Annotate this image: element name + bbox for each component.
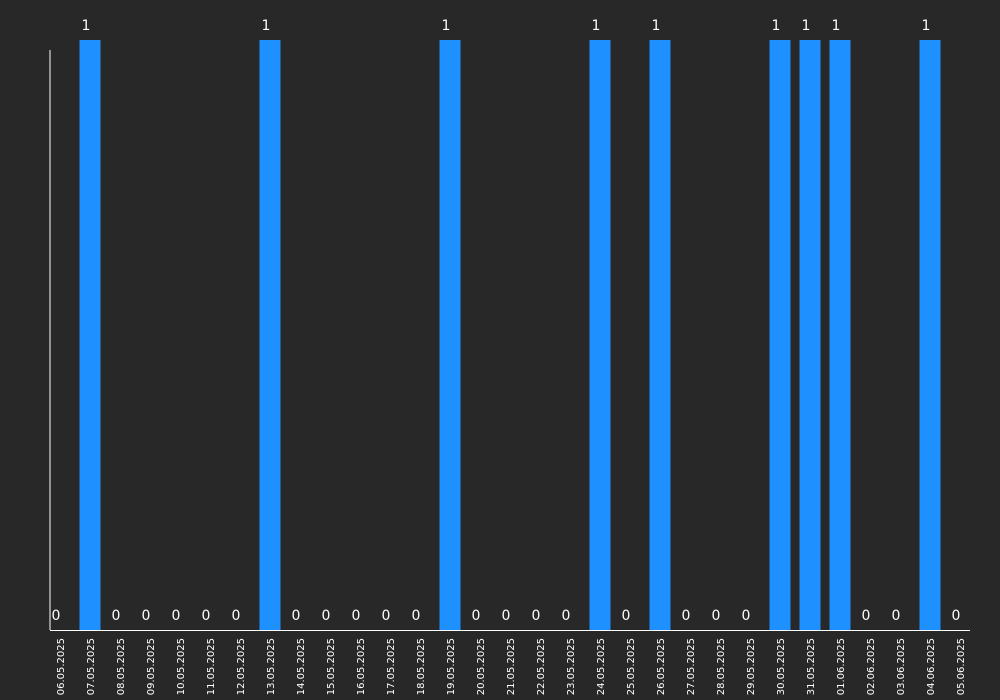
bar-07.05.2025 bbox=[79, 40, 101, 630]
bar-value-label: 0 bbox=[292, 608, 301, 624]
x-tick-label: 25.05.2025 bbox=[626, 638, 637, 695]
bar-value-label: 0 bbox=[382, 608, 391, 624]
bar-value-label: 1 bbox=[592, 18, 601, 34]
x-tick-label: 03.06.2025 bbox=[896, 638, 907, 695]
bar-value-label: 0 bbox=[562, 608, 571, 624]
bar-value-label: 0 bbox=[892, 608, 901, 624]
bar-value-label: 1 bbox=[802, 18, 811, 34]
bar-value-label: 0 bbox=[112, 608, 121, 624]
x-tick-label: 07.05.2025 bbox=[86, 638, 97, 695]
x-tick-label: 12.05.2025 bbox=[236, 638, 247, 695]
x-tick-label: 19.05.2025 bbox=[446, 638, 457, 695]
x-tick-label: 29.05.2025 bbox=[746, 638, 757, 695]
bar-value-label: 0 bbox=[472, 608, 481, 624]
bar-value-label: 0 bbox=[742, 608, 751, 624]
x-tick-label: 11.05.2025 bbox=[206, 638, 217, 695]
x-tick-label: 23.05.2025 bbox=[566, 638, 577, 695]
x-tick-label: 09.05.2025 bbox=[146, 638, 157, 695]
bar-value-label: 0 bbox=[412, 608, 421, 624]
bar-value-label: 0 bbox=[862, 608, 871, 624]
x-tick-label: 31.05.2025 bbox=[806, 638, 817, 695]
x-tick-label: 13.05.2025 bbox=[266, 638, 277, 695]
x-tick-labels-group: 06.05.2025 07.05.2025 08.05.2025 09.05.2025… bbox=[56, 638, 967, 695]
x-tick-label: 24.05.2025 bbox=[596, 638, 607, 695]
bar-value-label: 0 bbox=[322, 608, 331, 624]
bar-value-label: 0 bbox=[952, 608, 961, 624]
x-tick-label: 04.06.2025 bbox=[926, 638, 937, 695]
bar-19.05.2025 bbox=[439, 40, 461, 630]
x-tick-label: 30.05.2025 bbox=[776, 638, 787, 695]
x-tick-label: 28.05.2025 bbox=[716, 638, 727, 695]
bar-value-label: 1 bbox=[442, 18, 451, 34]
x-tick-label: 01.06.2025 bbox=[836, 638, 847, 695]
x-tick-label: 26.05.2025 bbox=[656, 638, 667, 695]
x-tick-label: 08.05.2025 bbox=[116, 638, 127, 695]
x-tick-label: 06.05.2025 bbox=[56, 638, 67, 695]
x-tick-label: 22.05.2025 bbox=[536, 638, 547, 695]
bar-value-label: 0 bbox=[52, 608, 61, 624]
x-tick-label: 20.05.2025 bbox=[476, 638, 487, 695]
bar-value-label: 1 bbox=[832, 18, 841, 34]
value-labels-group: 0 1 0 0 0 0 0 1 0 0 0 0 0 1 0 0 0 0 1 0 1 0 0 0 1 1 1 0 0 1 0 bbox=[52, 18, 961, 624]
x-tick-label: 02.06.2025 bbox=[866, 638, 877, 695]
x-tick-label: 15.05.2025 bbox=[326, 638, 337, 695]
bar-value-label: 0 bbox=[712, 608, 721, 624]
x-tick-label: 10.05.2025 bbox=[176, 638, 187, 695]
bar-13.05.2025 bbox=[259, 40, 281, 630]
bar-value-label: 0 bbox=[142, 608, 151, 624]
bar-31.05.2025 bbox=[799, 40, 821, 630]
bar-01.06.2025 bbox=[829, 40, 851, 630]
bar-value-label: 0 bbox=[202, 608, 211, 624]
bar-04.06.2025 bbox=[919, 40, 941, 630]
bar-value-label: 0 bbox=[622, 608, 631, 624]
bar-value-label: 1 bbox=[772, 18, 781, 34]
bar-26.05.2025 bbox=[649, 40, 671, 630]
bar-value-label: 1 bbox=[652, 18, 661, 34]
x-tick-label: 17.05.2025 bbox=[386, 638, 397, 695]
x-tick-label: 16.05.2025 bbox=[356, 638, 367, 695]
x-tick-label: 21.05.2025 bbox=[506, 638, 517, 695]
bar-value-label: 0 bbox=[172, 608, 181, 624]
bar-value-label: 0 bbox=[532, 608, 541, 624]
bar-value-label: 0 bbox=[502, 608, 511, 624]
bar-value-label: 0 bbox=[682, 608, 691, 624]
bar-value-label: 0 bbox=[352, 608, 361, 624]
bar-value-label: 1 bbox=[82, 18, 91, 34]
x-tick-label: 18.05.2025 bbox=[416, 638, 427, 695]
bar-value-label: 1 bbox=[262, 18, 271, 34]
x-tick-label: 27.05.2025 bbox=[686, 638, 697, 695]
bar-value-label: 1 bbox=[922, 18, 931, 34]
bar-30.05.2025 bbox=[769, 40, 791, 630]
bars-group bbox=[79, 40, 941, 630]
bar-24.05.2025 bbox=[589, 40, 611, 630]
x-tick-label: 05.06.2025 bbox=[956, 638, 967, 695]
x-tick-label: 14.05.2025 bbox=[296, 638, 307, 695]
bar-value-label: 0 bbox=[232, 608, 241, 624]
